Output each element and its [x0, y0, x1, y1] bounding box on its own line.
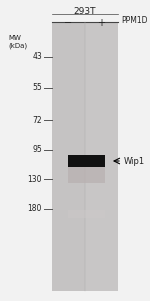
- Text: 293T: 293T: [74, 7, 96, 16]
- Text: 72: 72: [32, 116, 42, 125]
- Bar: [85, 22, 118, 291]
- Text: 43: 43: [32, 52, 42, 61]
- Text: 180: 180: [28, 204, 42, 213]
- Text: 130: 130: [27, 175, 42, 184]
- Text: PPM1D: PPM1D: [121, 16, 147, 25]
- Bar: [52, 22, 118, 291]
- Text: +: +: [98, 18, 105, 28]
- Bar: [52, 22, 85, 291]
- Text: 95: 95: [32, 145, 42, 154]
- Bar: [68, 167, 105, 183]
- Text: MW
(kDa): MW (kDa): [8, 35, 27, 49]
- Text: −: −: [64, 18, 73, 28]
- Bar: [68, 210, 105, 218]
- Text: 55: 55: [32, 83, 42, 92]
- Text: Wip1: Wip1: [124, 157, 145, 166]
- Bar: [68, 155, 105, 167]
